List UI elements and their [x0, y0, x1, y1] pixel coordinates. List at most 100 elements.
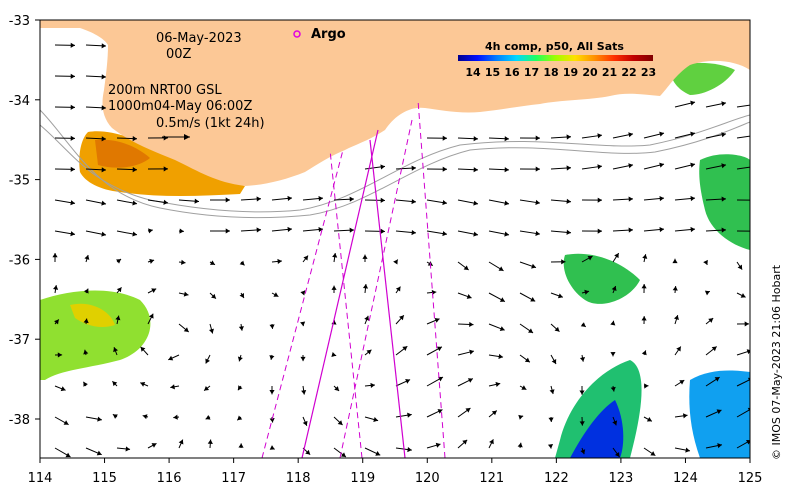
x-tick-label: 115 [92, 471, 117, 486]
current-arrow [364, 228, 386, 234]
current-arrow [736, 166, 750, 170]
current-arrow [271, 226, 293, 233]
track-solid-1 [301, 129, 379, 458]
x-tick-label: 125 [738, 471, 763, 486]
current-arrow [178, 323, 190, 333]
current-arrow [736, 349, 750, 356]
current-arrow [147, 228, 153, 234]
current-arrow [178, 291, 189, 297]
current-arrow [612, 163, 634, 170]
current-arrow [673, 314, 679, 325]
current-arrow [53, 285, 59, 294]
current-arrow [395, 379, 411, 387]
current-arrow [581, 133, 603, 139]
current-arrow [610, 385, 616, 392]
current-arrow [457, 167, 479, 173]
current-arrow [518, 414, 524, 420]
current-arrow [83, 381, 88, 387]
current-arrow [705, 132, 727, 139]
current-arrow [85, 105, 107, 111]
current-arrow [269, 323, 275, 329]
current-arrow [457, 349, 475, 356]
current-arrow [550, 229, 572, 235]
current-arrow [550, 292, 564, 299]
colorbar-tick-label: 19 [563, 66, 578, 79]
current-arrow [54, 166, 76, 172]
current-arrow [643, 383, 649, 389]
current-arrow [736, 199, 750, 201]
current-arrow [205, 354, 211, 364]
y-axis-ticks: -33 -34 -35 -36 -37 -38 [9, 14, 40, 428]
current-arrow [426, 346, 443, 356]
current-arrow [581, 164, 603, 170]
current-arrow [238, 323, 244, 331]
current-arrow [116, 167, 138, 173]
current-arrow [54, 135, 76, 141]
current-arrow [643, 131, 665, 139]
current-arrow [705, 227, 727, 233]
current-arrow [147, 442, 157, 449]
current-arrow [705, 196, 727, 202]
colorbar-title: 4h comp, p50, All Sats [485, 40, 624, 53]
current-arrow [426, 318, 440, 325]
current-arrow [612, 132, 634, 139]
current-arrow [178, 439, 184, 449]
current-arrow [488, 292, 506, 303]
current-arrow [395, 345, 408, 356]
current-arrow [54, 385, 66, 392]
current-arrow [300, 290, 306, 296]
current-arrow [333, 447, 347, 458]
current-arrow [674, 447, 691, 453]
australia-landmass [40, 20, 750, 186]
current-arrow [704, 290, 711, 296]
current-arrow [641, 350, 647, 356]
current-arrow [395, 165, 417, 171]
current-arrow [54, 104, 76, 110]
current-arrow [519, 135, 541, 141]
current-arrow [333, 416, 343, 426]
current-arrow [269, 354, 275, 360]
track-solid-2 [369, 139, 406, 458]
current-arrow [519, 199, 541, 205]
colorbar-tick-label: 18 [543, 66, 558, 79]
current-arrow [457, 261, 469, 271]
current-arrow [519, 230, 541, 236]
current-arrow [674, 195, 696, 202]
current-arrow [83, 288, 89, 294]
current-arrow [457, 439, 468, 449]
current-arrow [236, 415, 243, 421]
current-arrow [580, 322, 587, 328]
current-arrow [519, 166, 541, 172]
current-arrow [207, 439, 213, 449]
credit-label: © IMOS 07-May-2023 21:06 Hobart [770, 264, 783, 460]
current-arrow [116, 136, 138, 142]
current-arrow [643, 416, 653, 422]
current-arrow [519, 323, 534, 334]
current-arrow [610, 320, 616, 326]
current-arrow [178, 198, 200, 204]
current-arrow [331, 285, 337, 294]
current-arrow [302, 416, 308, 426]
plot-frame [39, 19, 751, 459]
current-arrow [54, 42, 76, 48]
current-arrow [209, 197, 231, 203]
current-arrow [54, 447, 71, 458]
current-arrow [550, 165, 572, 171]
satellite-tracks [261, 99, 446, 458]
current-arrow [517, 442, 523, 449]
current-arrow [269, 445, 275, 450]
x-tick-label: 122 [544, 471, 569, 486]
current-arrow [116, 287, 122, 294]
current-arrow [54, 73, 76, 79]
current-vectors [52, 42, 750, 458]
current-arrow [362, 283, 369, 294]
current-arrow [612, 447, 620, 458]
current-arrow [364, 447, 381, 456]
current-arrow [674, 162, 696, 170]
current-arrow [240, 227, 262, 233]
sst-patch-green-northeast [699, 154, 750, 250]
current-arrow [115, 315, 121, 325]
current-arrow [643, 226, 665, 233]
current-arrow [116, 258, 122, 264]
